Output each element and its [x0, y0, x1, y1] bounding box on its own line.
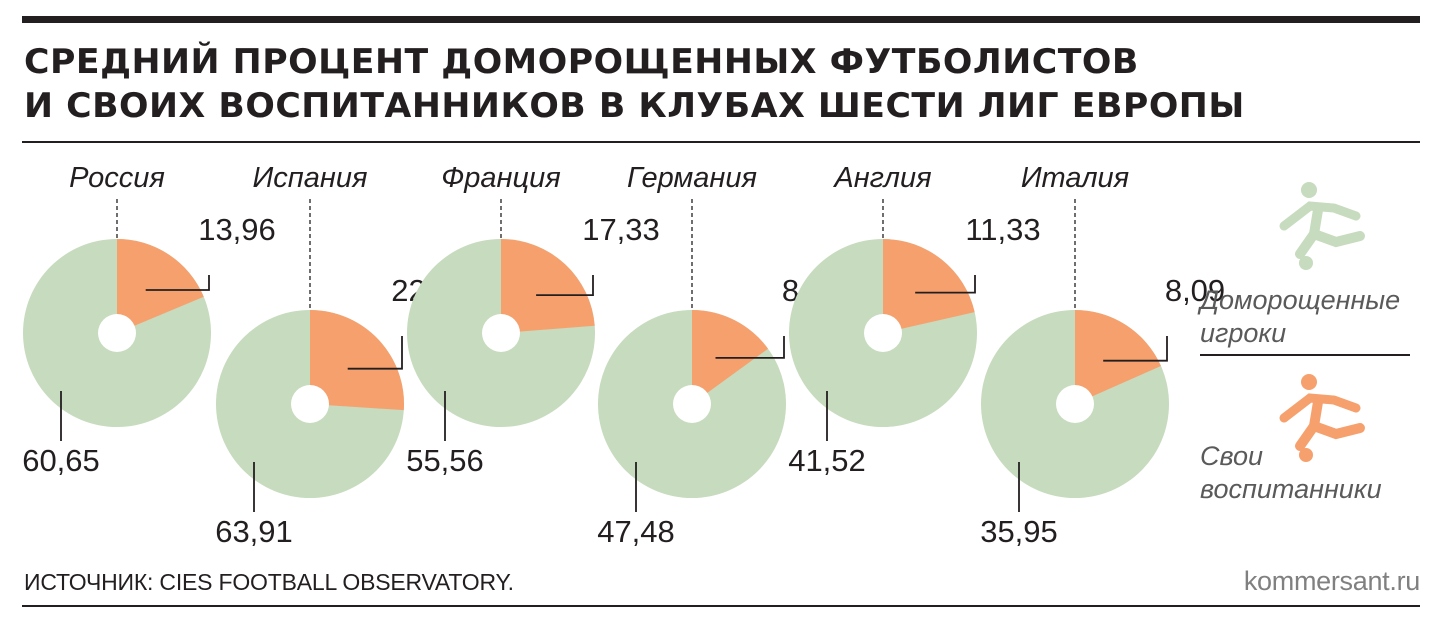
country-label: Англия [832, 162, 931, 194]
own-academy-leader [536, 275, 594, 297]
homegrown-value: 60,65 [22, 443, 100, 478]
country-label: Франция [441, 162, 560, 194]
source-note: ИСТОЧНИК: CIES FOOTBALL OBSERVATORY. [24, 569, 514, 595]
footballer-icon [1279, 182, 1365, 270]
pie-hole [482, 314, 520, 352]
own-academy-value: 13,96 [198, 212, 276, 247]
slice-own-academy [501, 239, 595, 333]
slice-own-academy [310, 310, 405, 411]
pie-4: Германия8,3847,48 [597, 162, 842, 549]
country-label: Италия [1021, 162, 1129, 194]
footballer-icon [1279, 374, 1365, 462]
homegrown-value: 63,91 [215, 514, 293, 549]
top-rule [22, 16, 1420, 23]
homegrown-value: 35,95 [980, 514, 1058, 549]
title-rule [22, 141, 1420, 143]
own-academy-leader [145, 275, 210, 291]
title-line-2: И СВОИХ ВОСПИТАННИКОВ В КЛУБАХ ШЕСТИ ЛИГ… [24, 86, 1245, 126]
title-line-1: СРЕДНИЙ ПРОЦЕНТ ДОМОРОЩЕННЫХ ФУТБОЛИСТОВ [24, 42, 1139, 82]
pie-hole [291, 385, 329, 423]
own-academy-value: 17,33 [582, 212, 660, 247]
own-academy-leader [347, 336, 403, 370]
pie-hole [1056, 385, 1094, 423]
homegrown-value: 41,52 [788, 443, 866, 478]
legend-homegrown-line-2: игроки [1200, 318, 1286, 348]
country-label: Россия [69, 162, 165, 194]
pie-3: Франция 17,33 55,56 [406, 162, 660, 478]
own-academy-leader [715, 336, 785, 359]
own-academy-value: 8,09 [1165, 273, 1225, 308]
own-academy-leader [1103, 336, 1168, 362]
pie-2: Испания22,5163,91 [215, 162, 469, 549]
slice-own-academy [883, 239, 975, 333]
legend-homegrown-line-1: Доморощенные [1197, 285, 1400, 315]
homegrown-value: 47,48 [597, 514, 675, 549]
pie-1: Россия 13,96 60,65 [22, 162, 276, 478]
legend: Доморощенные игроки Свои воспитанники [1197, 182, 1410, 504]
own-academy-value: 11,33 [965, 212, 1040, 247]
slice-own-academy [117, 239, 204, 333]
chart-title: СРЕДНИЙ ПРОЦЕНТ ДОМОРОЩЕННЫХ ФУТБОЛИСТОВ… [24, 40, 1244, 128]
country-label: Испания [253, 162, 368, 194]
slice-own-academy [1075, 309, 1161, 404]
country-label: Германия [627, 162, 757, 194]
legend-own-academy-line-2: воспитанники [1200, 474, 1382, 504]
pie-hole [864, 314, 902, 352]
pie-hole [98, 314, 136, 352]
legend-homegrown: Доморощенные игроки [1197, 182, 1400, 348]
homegrown-value: 55,56 [406, 443, 484, 478]
brand-link[interactable]: kommersant.ru [1243, 566, 1420, 596]
pie-6: Италия 8,09 35,95 [980, 162, 1225, 549]
legend-own-academy-line-1: Свои [1200, 441, 1263, 471]
legend-own-academy: Свои воспитанники [1200, 374, 1382, 504]
pie-5: Англия 11,33 41,52 [788, 162, 1040, 478]
own-academy-leader [915, 275, 976, 294]
bottom-rule [22, 605, 1420, 607]
pie-hole [673, 385, 711, 423]
pie-group: Россия 13,96 60,65 Испания22,5163,91Франция… [22, 162, 1225, 549]
